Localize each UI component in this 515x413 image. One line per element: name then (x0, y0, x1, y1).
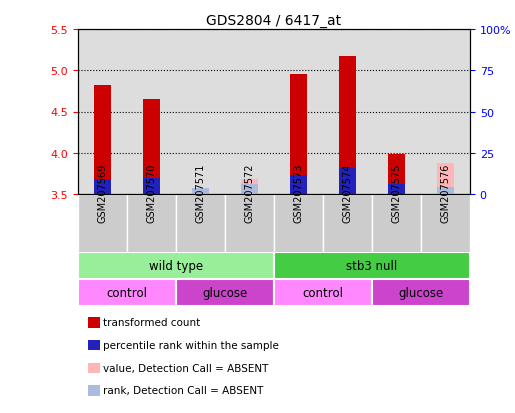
Bar (372, 195, 421, 252)
Bar (274, 195, 323, 252)
Text: rank, Detection Call = ABSENT: rank, Detection Call = ABSENT (102, 385, 263, 396)
Bar (192, 193, 209, 195)
Bar (225, 195, 274, 252)
Bar (78, 279, 176, 306)
Bar (78, 252, 274, 279)
Text: GSM207576: GSM207576 (440, 163, 451, 222)
Text: stb3 null: stb3 null (347, 259, 398, 272)
Bar (274, 252, 470, 279)
Bar (94, 180, 111, 195)
Text: glucose: glucose (202, 286, 248, 299)
Bar (143, 100, 160, 195)
Text: percentile rank within the sample: percentile rank within the sample (102, 340, 279, 350)
Text: GSM207571: GSM207571 (196, 163, 205, 222)
Bar (437, 188, 454, 195)
Bar (127, 195, 176, 252)
Text: GSM207572: GSM207572 (245, 163, 254, 222)
Text: value, Detection Call = ABSENT: value, Detection Call = ABSENT (102, 363, 268, 373)
Text: transformed count: transformed count (102, 317, 200, 328)
Bar (192, 189, 209, 195)
Bar (388, 154, 405, 195)
Text: GSM207569: GSM207569 (97, 163, 108, 222)
Text: glucose: glucose (399, 286, 443, 299)
Bar (94, 86, 111, 195)
Bar (143, 179, 160, 195)
Bar (388, 185, 405, 195)
Text: GSM207575: GSM207575 (391, 163, 402, 222)
Bar (290, 75, 307, 195)
Bar (372, 279, 470, 306)
Bar (78, 195, 127, 252)
Text: control: control (107, 286, 147, 299)
Text: control: control (302, 286, 344, 299)
Text: GSM207574: GSM207574 (342, 163, 352, 222)
Bar (437, 163, 454, 195)
Text: GSM207570: GSM207570 (146, 163, 157, 222)
Bar (176, 279, 274, 306)
Bar (241, 180, 258, 195)
Bar (421, 195, 470, 252)
Title: GDS2804 / 6417_at: GDS2804 / 6417_at (207, 14, 341, 28)
Bar (241, 185, 258, 195)
Bar (323, 195, 372, 252)
Bar (290, 176, 307, 195)
Text: GSM207573: GSM207573 (294, 163, 303, 222)
Bar (274, 279, 372, 306)
Bar (176, 195, 225, 252)
Bar (339, 168, 356, 195)
Text: wild type: wild type (149, 259, 203, 272)
Bar (339, 57, 356, 195)
